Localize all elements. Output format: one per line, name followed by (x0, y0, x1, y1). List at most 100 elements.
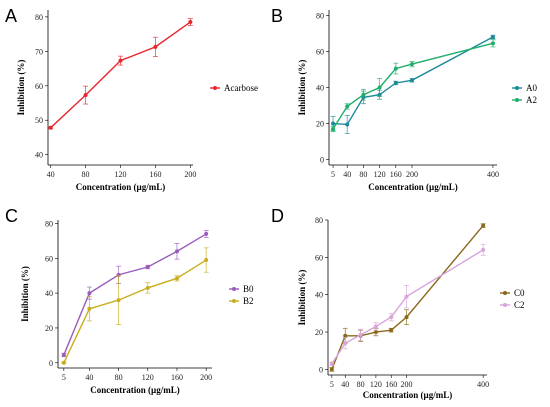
data-point (174, 249, 179, 254)
data-point (404, 315, 409, 320)
data-point (145, 265, 150, 270)
data-point (490, 35, 495, 40)
panel-a: A 40 80 120 160 200 40 50 60 70 80 Concentration (… (5, 6, 258, 192)
legend-key-marker (232, 287, 236, 291)
series-b2 (61, 247, 209, 365)
data-point (377, 85, 382, 90)
x-tick-label: 80 (82, 170, 90, 179)
y-axis-title: Inhibition (%) (16, 60, 26, 116)
data-point (48, 125, 53, 130)
y-axis-title: Inhibition (%) (20, 266, 30, 322)
y-tick-label: 0 (320, 156, 324, 165)
data-point (358, 332, 363, 337)
legend-label: B0 (243, 284, 254, 294)
legend-key-marker (503, 303, 507, 307)
x-tick-label: 80 (115, 373, 123, 382)
x-tick-label: 160 (149, 170, 161, 179)
data-point (481, 247, 486, 252)
legend-label: A2 (526, 95, 537, 105)
data-point (343, 333, 348, 338)
data-point (174, 276, 179, 281)
series-line (63, 259, 207, 364)
data-point (389, 315, 394, 320)
data-point (373, 330, 378, 335)
x-axis-title: Concentration (µg/mL) (363, 390, 452, 400)
data-point (373, 324, 378, 329)
data-point (61, 360, 66, 365)
data-point (329, 361, 334, 366)
x-tick-label: 40 (85, 373, 93, 382)
panel-letter-a: A (5, 6, 17, 26)
y-tick-label: 50 (35, 116, 43, 125)
data-point (118, 58, 123, 63)
panel-letter-d: D (271, 206, 284, 226)
data-point (345, 122, 350, 127)
x-tick-label: 120 (115, 170, 127, 179)
data-point (116, 298, 121, 303)
data-point (481, 223, 486, 228)
data-point (204, 231, 209, 236)
data-point (145, 285, 150, 290)
y-tick-label: 40 (315, 291, 323, 300)
data-point (490, 41, 495, 46)
x-tick-label: 160 (385, 380, 397, 389)
x-tick-label: 200 (184, 170, 196, 179)
y-tick-label: 0 (319, 365, 323, 374)
x-tick-label: 400 (487, 170, 499, 179)
x-tick-label: 200 (200, 373, 212, 382)
x-tick-label: 5 (62, 373, 66, 382)
data-point (409, 62, 414, 67)
data-point (204, 258, 209, 263)
data-point (389, 328, 394, 333)
panel-c: C 5 40 80 120 160 200 0 20 40 60 80 Concentration (… (5, 206, 254, 395)
data-point (87, 306, 92, 311)
data-point (361, 92, 366, 97)
legend-key-marker (503, 291, 507, 295)
legend-key-marker (232, 299, 236, 303)
panel-d: D 5 40 80 120 160 200 400020406080Concentratio… (271, 206, 525, 400)
x-tick-label: 200 (401, 380, 413, 389)
y-tick-label: 60 (316, 47, 324, 56)
data-point (87, 291, 92, 296)
data-point (409, 78, 414, 83)
legend-key-marker (515, 98, 519, 102)
legend-label: C2 (514, 300, 525, 310)
y-tick-label: 60 (35, 82, 43, 91)
x-axis-title: Concentration (µg/mL) (368, 182, 457, 192)
y-tick-label: 70 (35, 47, 43, 56)
x-tick-label: 40 (47, 170, 55, 179)
y-tick-label: 20 (316, 120, 324, 129)
x-tick-label: 5 (330, 380, 334, 389)
x-tick-label: 400 (477, 380, 489, 389)
data-point (343, 341, 348, 346)
x-axis-title: Concentration (µg/mL) (90, 385, 179, 395)
data-point (404, 294, 409, 299)
panel-letter-c: C (5, 206, 18, 226)
x-tick-label: 80 (357, 380, 365, 389)
legend-key-marker (515, 86, 519, 90)
data-point (83, 93, 88, 98)
y-axis-title: Inhibition (%) (297, 60, 307, 116)
x-tick-label: 5 (331, 170, 335, 179)
y-tick-label: 20 (45, 324, 53, 333)
y-tick-label: 60 (45, 254, 53, 263)
x-tick-label: 200 (406, 170, 418, 179)
x-tick-label: 80 (359, 170, 367, 179)
x-tick-label: 120 (142, 373, 154, 382)
legend-label: Acarbose (224, 83, 258, 93)
y-tick-label: 80 (35, 13, 43, 22)
series-line (331, 249, 484, 365)
series-c0 (329, 223, 486, 372)
y-tick-label: 80 (316, 11, 324, 20)
series-line (50, 21, 191, 129)
legend-key-marker (213, 86, 217, 90)
series-a0 (330, 34, 496, 134)
data-point (188, 20, 193, 25)
x-tick-label: 40 (343, 170, 351, 179)
x-tick-label: 120 (370, 380, 382, 389)
y-tick-label: 20 (315, 328, 323, 337)
panel-letter-b: B (271, 6, 283, 26)
data-point (345, 104, 350, 109)
series-line (332, 42, 494, 130)
